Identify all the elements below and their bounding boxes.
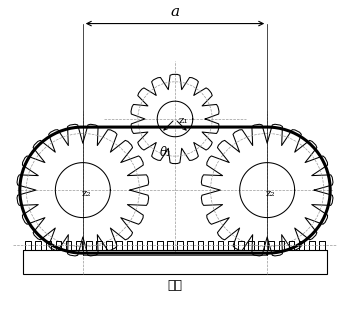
Text: 齿条: 齿条	[168, 279, 182, 292]
Text: θ₁: θ₁	[159, 147, 171, 160]
Text: a: a	[170, 5, 180, 19]
Bar	[23, 250, 327, 274]
Text: z₂: z₂	[266, 189, 275, 198]
Text: z₁: z₁	[178, 116, 188, 125]
Text: z₂: z₂	[81, 189, 91, 198]
